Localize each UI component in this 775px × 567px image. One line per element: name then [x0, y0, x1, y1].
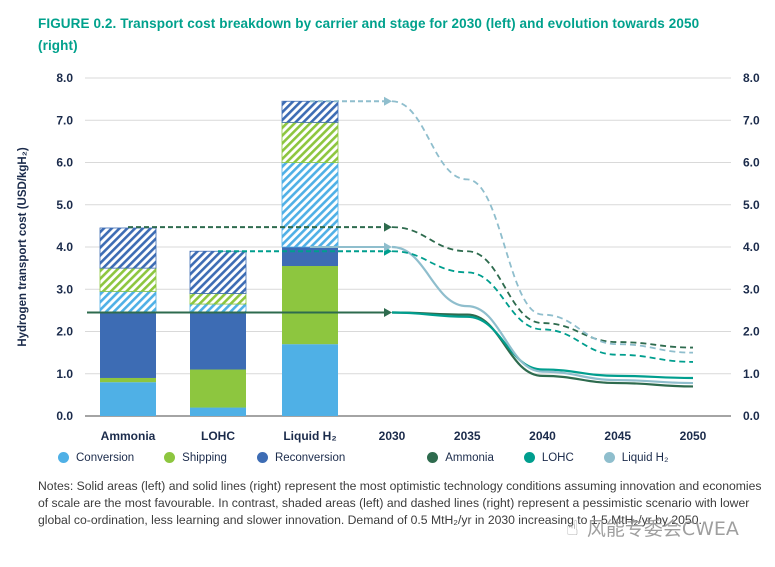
x-label-2035: 2035 [454, 429, 481, 443]
legend-item-ammonia: Ammonia [427, 452, 494, 464]
x-label-LOHC: LOHC [201, 429, 235, 443]
transition-arrows [87, 96, 392, 317]
legend-item-shipping: Shipping [164, 452, 227, 464]
line-LOHC-pessimistic [391, 249, 694, 363]
legend-label: Conversion [76, 451, 135, 464]
x-label-2040: 2040 [529, 429, 556, 443]
y-tick-left: 1.0 [56, 366, 73, 380]
legend-label: Reconversion [274, 451, 346, 464]
y-tick-left: 4.0 [56, 240, 73, 254]
reconversion-swatch-icon [256, 452, 268, 464]
y-tick-left: 2.0 [56, 324, 73, 338]
lohc-swatch-icon [523, 452, 535, 464]
y-tick-right: 4.0 [743, 240, 760, 254]
bar-Liquid H₂ [281, 100, 339, 416]
legend-label: LOHC [541, 451, 574, 464]
line-Liquid H₂-pessimistic [391, 99, 694, 354]
gridlines: 0.0 0.0 1.0 1.0 2.0 2.0 3.0 3.0 4.0 4.0 5.0 5.0 6.0 6… [56, 71, 760, 423]
y-tick-right: 1.0 [743, 366, 760, 380]
legend-label: Shipping [182, 451, 227, 464]
notes-text: Notes: Solid areas (left) and solid line… [38, 478, 762, 527]
line-Ammonia-optimistic [391, 310, 694, 388]
x-axis-labels: Ammonia LOHC Liquid H₂ 2030 2035 2040 2045 2050 [101, 429, 707, 443]
watermark-text: 风能专委会CWEA [586, 518, 739, 540]
line-LOHC-optimistic [391, 310, 694, 379]
x-label-2050: 2050 [680, 429, 707, 443]
conversion-swatch-icon [58, 452, 69, 464]
chart-legend: Conversion Shipping Reconversion Ammonia… [0, 452, 775, 464]
y-axis-title: Hydrogen transport cost (USD/kgH₂) [17, 147, 29, 347]
legend-item-liquid-h2: Liquid H₂ [603, 451, 669, 464]
y-tick-right: 5.0 [743, 197, 760, 211]
line-Ammonia-pessimistic [391, 225, 694, 348]
watermark: ☝ 风能专委会CWEA [566, 514, 739, 541]
y-tick-left: 3.0 [56, 282, 73, 296]
bars [99, 100, 339, 416]
bar-Ammonia [99, 227, 157, 416]
x-label-Ammonia: Ammonia [101, 429, 156, 443]
y-tick-left: 7.0 [56, 113, 73, 127]
legend-item-lohc: LOHC [523, 451, 574, 464]
y-tick-left: 6.0 [56, 155, 73, 169]
y-tick-right: 2.0 [743, 324, 760, 338]
y-tick-left: 0.0 [56, 409, 73, 423]
transport-cost-chart: 0.0 0.0 1.0 1.0 2.0 2.0 3.0 3.0 4.0 4.0 5.0 5.0 6.0 6… [17, 71, 760, 443]
x-label-2030: 2030 [379, 429, 406, 443]
y-tick-right: 7.0 [743, 113, 760, 127]
legend-label: Ammonia [445, 451, 494, 464]
shipping-swatch-icon [164, 452, 176, 464]
y-tick-left: 5.0 [56, 197, 73, 211]
y-tick-left: 8.0 [56, 71, 73, 85]
ammonia-swatch-icon [427, 452, 439, 464]
x-label-Liquid H₂: Liquid H₂ [283, 429, 336, 443]
y-tick-right: 6.0 [743, 155, 760, 169]
y-tick-right: 8.0 [743, 71, 760, 85]
legend-item-conversion: Conversion [58, 452, 134, 464]
bar-LOHC [189, 250, 247, 416]
evolution-lines [391, 99, 694, 388]
legend-label: Liquid H₂ [621, 451, 669, 464]
y-tick-right: 0.0 [743, 409, 760, 423]
legend-item-reconversion: Reconversion [256, 451, 346, 464]
pointing-hand-icon: ☝ [566, 516, 579, 540]
liquid-h2-swatch-icon [603, 452, 615, 464]
y-tick-right: 3.0 [743, 282, 760, 296]
x-label-2045: 2045 [604, 429, 631, 443]
figure-title: FIGURE 0.2. Transport cost breakdown by … [38, 16, 700, 54]
page-header: FIGURE 0.2. Transport cost breakdown by … [0, 0, 775, 58]
line-Liquid H₂-optimistic [391, 245, 694, 384]
